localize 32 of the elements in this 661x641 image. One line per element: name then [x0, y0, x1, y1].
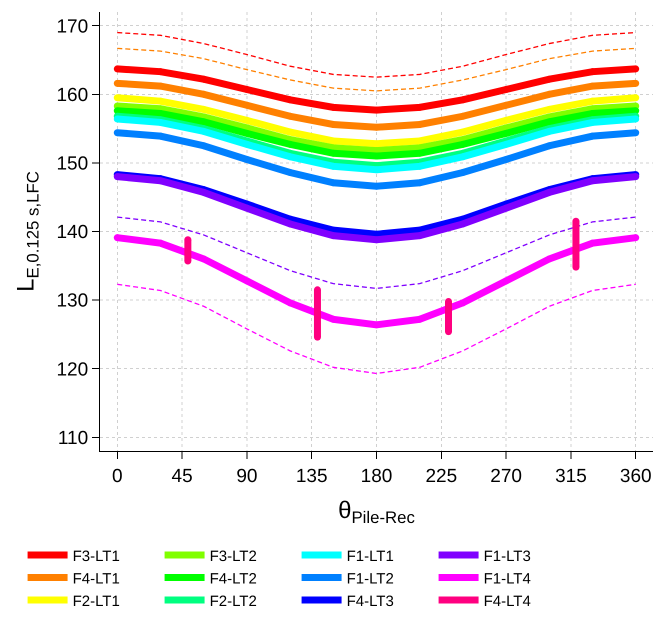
x-tick-label: 90	[236, 466, 258, 487]
x-tick-label: 0	[112, 466, 123, 487]
legend-label: F1-LT3	[484, 548, 531, 565]
legend-label: F4-LT2	[210, 570, 257, 588]
x-tick-label: 315	[555, 466, 587, 487]
line-series	[116, 216, 636, 290]
y-tick-label: 150	[56, 154, 88, 175]
legend-label: F2-LT1	[72, 592, 120, 610]
legend-label: F1-LT1	[346, 548, 394, 565]
x-axis-title: θ$_{Pile-Rec}$	[338, 497, 415, 528]
x-tick-label: 360	[620, 466, 652, 487]
y-tick-label: 160	[56, 84, 88, 106]
legend-label: F3-LT2	[210, 548, 257, 565]
y-tick-label: 120	[56, 359, 88, 380]
legend-label: F4-LT3	[346, 592, 394, 610]
x-tick-label: 135	[296, 466, 328, 487]
legend-label: F1-LT4	[484, 570, 531, 588]
x-tick-label: 270	[490, 466, 522, 487]
legend-label: F4-LT4	[484, 592, 531, 610]
x-tick-label: 180	[360, 466, 392, 487]
legend-label: F1-LT2	[346, 570, 394, 588]
y-tick-label: 110	[58, 428, 88, 449]
x-tick-label: 225	[425, 466, 458, 487]
y-tick-label: 130	[56, 290, 88, 312]
y-tick-label: 140	[56, 222, 88, 244]
legend-label: F4-LT1	[72, 570, 120, 588]
legend-label: F3-LT1	[72, 548, 120, 565]
y-tick-label: 170	[56, 16, 88, 38]
line-series	[116, 284, 636, 374]
x-tick-label: 45	[172, 466, 193, 487]
line-series	[116, 48, 636, 92]
legend-label: F2-LT2	[210, 592, 257, 610]
